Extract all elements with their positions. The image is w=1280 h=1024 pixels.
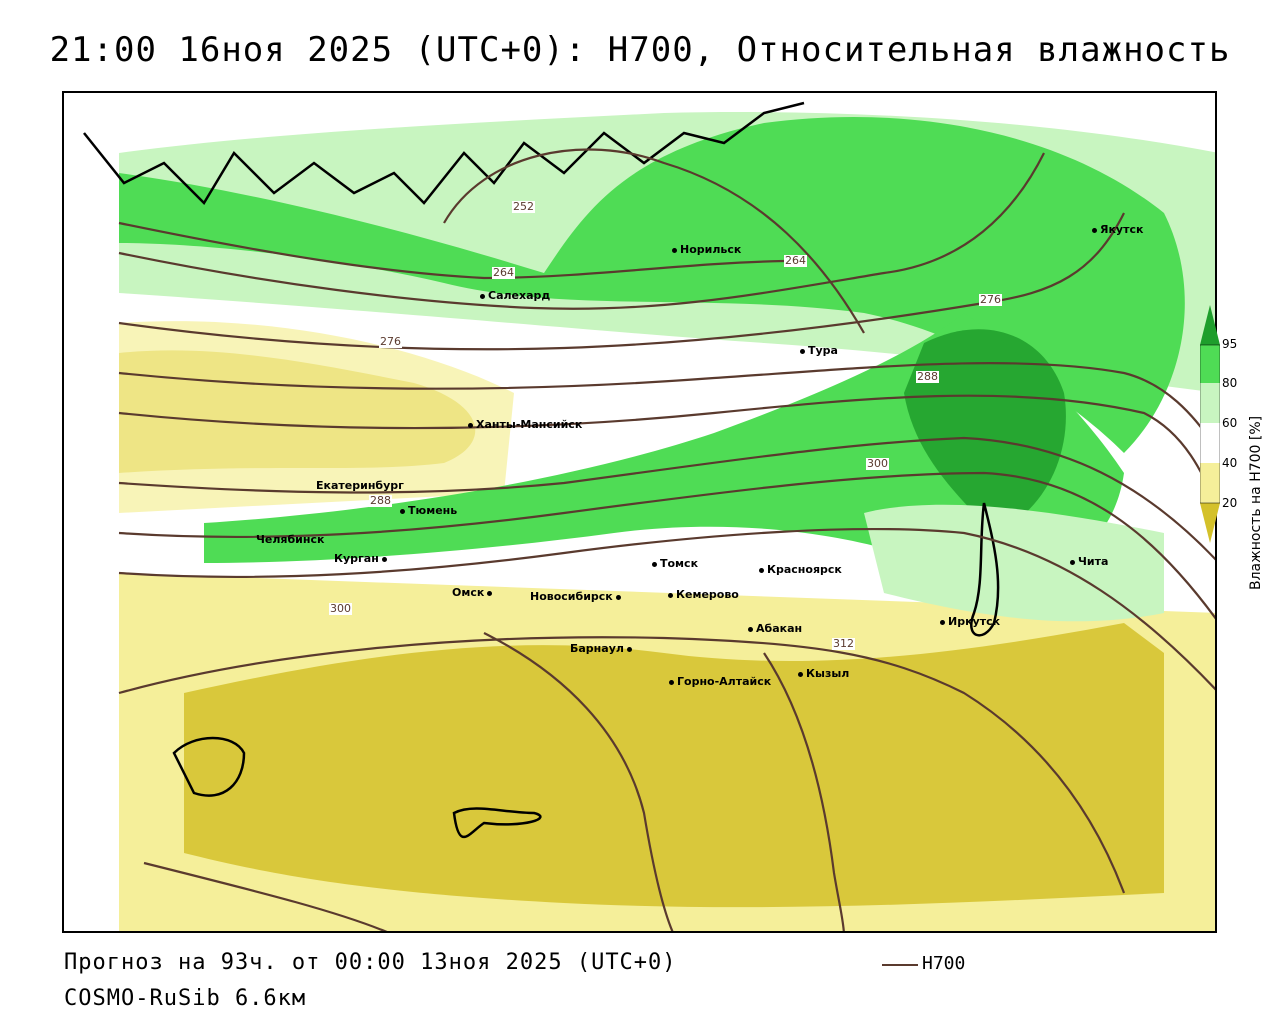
humidity-dry-dark-south — [184, 623, 1164, 908]
contour-label: 300 — [329, 602, 352, 615]
contour-264b — [118, 152, 1045, 310]
map-canvas — [83, 101, 1215, 931]
contour-288a — [118, 394, 1215, 506]
colorbar-tick: 40 — [1222, 456, 1238, 470]
contour-264a — [118, 221, 785, 280]
city-label: Якутск — [1092, 223, 1143, 236]
contour-label: 276 — [979, 293, 1002, 306]
city-label: Тюмень — [400, 504, 457, 517]
colorbar-tick: 20 — [1222, 496, 1238, 510]
forecast-info: Прогноз на 93ч. от 00:00 13ноя 2025 (UTC… — [64, 950, 677, 975]
city-dot-icon — [759, 567, 764, 573]
city-label: Норильск — [672, 243, 741, 256]
city-label: Чита — [1070, 555, 1108, 568]
colorbar-title: Влажность на H700 [%] — [1248, 415, 1264, 590]
city-dot-icon — [668, 592, 673, 598]
contour-label: 300 — [866, 457, 889, 470]
city-dot-icon — [798, 671, 803, 677]
city-dot-icon — [400, 508, 405, 514]
contour-south-1 — [483, 632, 674, 931]
city-dot-icon — [626, 646, 632, 652]
contour-288b — [118, 436, 1215, 561]
city-label: Новосибирск — [530, 590, 624, 603]
contour-legend-label: H700 — [922, 953, 966, 974]
humidity-moist-mid-north — [119, 117, 1185, 453]
city-label: Абакан — [748, 622, 802, 635]
city-label: Томск — [652, 557, 698, 570]
city-dot-icon — [669, 679, 674, 685]
city-dot-icon — [381, 556, 387, 562]
lake-balkhash-outline — [172, 736, 246, 797]
contour-south-2 — [763, 652, 845, 931]
contour-276a — [118, 212, 1125, 351]
humidity-moist-light-central — [864, 504, 1164, 622]
contour-label: 288 — [369, 494, 392, 507]
city-dot-icon — [468, 422, 473, 428]
map-area: 252 264 264 276 276 288 288 300 300 312 … — [62, 91, 1217, 933]
city-dot-icon — [1092, 227, 1097, 233]
city-label: Кызыл — [798, 667, 849, 680]
city-dot-icon — [480, 293, 485, 299]
contour-label: 312 — [832, 637, 855, 650]
city-dot-icon — [672, 247, 677, 253]
contour-312 — [118, 636, 1126, 894]
contour-label: 264 — [492, 266, 515, 279]
city-label: Салехард — [480, 289, 550, 302]
city-label: Ханты-Мансийск — [468, 418, 582, 431]
city-label: Кемерово — [668, 588, 739, 601]
city-label: Барнаул — [570, 642, 635, 655]
contour-label: 252 — [512, 200, 535, 213]
city-label: Челябинск — [256, 533, 325, 546]
coastline — [83, 101, 805, 206]
contour-legend-line-icon — [882, 964, 918, 966]
city-dot-icon — [748, 626, 753, 632]
lake-outline-2 — [452, 807, 542, 839]
city-label: Омск — [452, 586, 495, 599]
city-dot-icon — [487, 590, 493, 596]
contour-276b — [118, 362, 1215, 449]
contour-300a — [118, 471, 1215, 620]
colorbar-tick: 60 — [1222, 416, 1238, 430]
contour-label: 276 — [379, 335, 402, 348]
colorbar-tick: 80 — [1222, 376, 1238, 390]
city-dot-icon — [800, 348, 805, 354]
humidity-dry-light-west — [119, 321, 514, 513]
city-label: Иркутск — [940, 615, 1000, 628]
city-dot-icon — [652, 561, 657, 567]
city-dot-icon — [1070, 559, 1075, 565]
map-title: 21:00 16ноя 2025 (UTC+0): H700, Относите… — [49, 30, 1231, 70]
h700-contours — [118, 148, 1215, 931]
contour-300b — [118, 527, 1215, 691]
contour-252 — [443, 148, 865, 334]
model-name: COSMO-RuSib 6.6км — [64, 986, 307, 1011]
contour-label: 288 — [916, 370, 939, 383]
city-dot-icon — [940, 619, 945, 625]
contour-label: 264 — [784, 254, 807, 267]
city-label: Красноярск — [759, 563, 842, 576]
colorbar-tick: 95 — [1222, 337, 1238, 351]
city-label: Екатеринбург — [316, 479, 404, 492]
city-label: Курган — [334, 552, 390, 565]
city-dot-icon — [615, 594, 621, 600]
city-label: Тура — [800, 344, 838, 357]
contour-south-3 — [143, 861, 388, 931]
city-label: Горно-Алтайск — [669, 675, 771, 688]
humidity-moist-dark-central — [904, 329, 1066, 533]
baikal-outline — [970, 502, 1000, 637]
colorbar — [1200, 305, 1220, 543]
